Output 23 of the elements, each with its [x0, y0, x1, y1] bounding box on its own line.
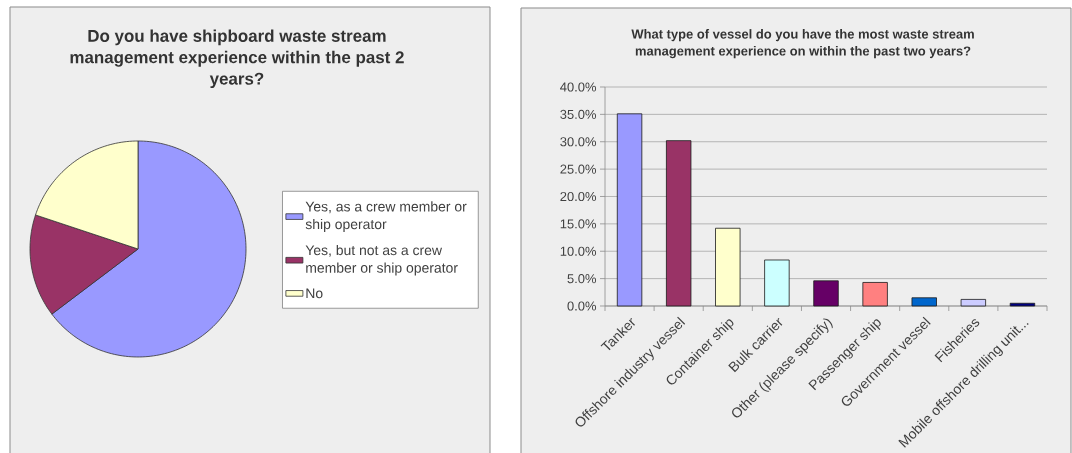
bar: [715, 227, 741, 307]
bar: [911, 297, 937, 307]
bar: [666, 140, 692, 307]
legend-label: Yes, but not as a crew member or ship operator: [305, 244, 458, 276]
bar: [616, 113, 643, 307]
y-tick-label: 35.0%: [560, 109, 597, 119]
bar: [960, 299, 987, 307]
y-tick-label: 30.0%: [560, 137, 597, 147]
y-tick-label: 15.0%: [560, 219, 597, 229]
legend-label: No: [306, 288, 323, 299]
chart-title: Do you have shipboard waste stream management experience within the past 2 years?: [70, 29, 404, 89]
y-tick-label: 25.0%: [560, 164, 597, 174]
chart-title: What type of vessel do you have the most waste stream management experience on within the past two years?: [631, 29, 974, 59]
legend-label: Yes, as a crew member or ship operator: [305, 201, 467, 232]
bar: [1009, 302, 1036, 307]
y-tick-label: 5.0%: [567, 274, 597, 284]
bar: [862, 282, 888, 307]
y-tick-label: 20.0%: [560, 191, 597, 202]
y-tick-label: 10.0%: [560, 246, 597, 256]
bar: [764, 259, 790, 307]
y-tick-label: 0.0%: [567, 301, 597, 311]
bar: [813, 280, 839, 307]
y-tick-label: 40.0%: [560, 82, 597, 92]
